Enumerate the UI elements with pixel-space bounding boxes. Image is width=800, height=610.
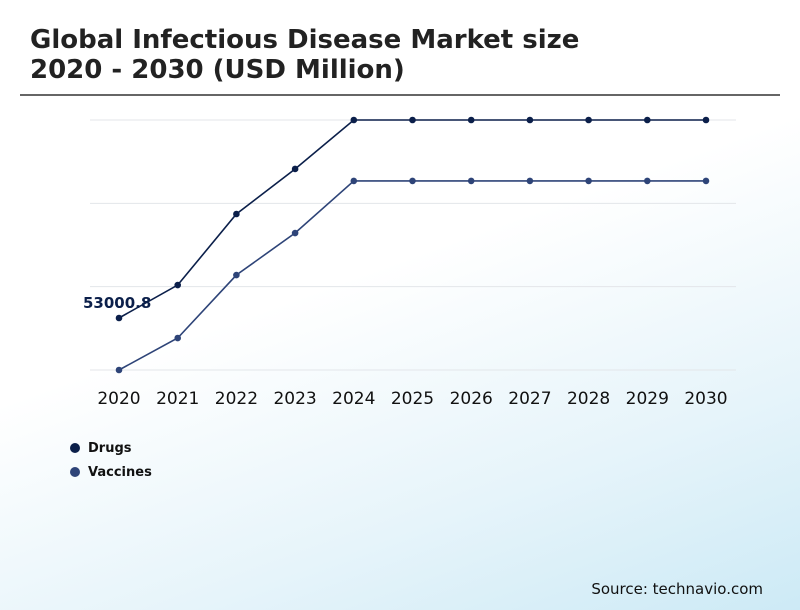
data-point bbox=[115, 366, 123, 374]
data-point bbox=[702, 116, 710, 124]
data-point bbox=[291, 229, 299, 237]
x-tick-label: 2021 bbox=[156, 389, 199, 409]
data-point bbox=[644, 116, 651, 124]
data-point bbox=[174, 334, 181, 342]
chart-title: Global Infectious Disease Market size 20… bbox=[30, 25, 579, 85]
x-tick-label: 2028 bbox=[567, 389, 610, 409]
data-point bbox=[702, 177, 710, 185]
data-point bbox=[409, 177, 416, 185]
legend-marker bbox=[70, 443, 80, 453]
x-tick-label: 2026 bbox=[450, 389, 493, 409]
title-divider bbox=[20, 94, 780, 96]
x-tick-label: 2023 bbox=[273, 389, 316, 409]
series-line-vaccines bbox=[118, 180, 706, 371]
data-point bbox=[585, 116, 592, 124]
data-point bbox=[233, 210, 240, 218]
legend-marker bbox=[70, 467, 80, 477]
legend-label: Drugs bbox=[88, 440, 132, 456]
data-point bbox=[644, 177, 651, 185]
data-point bbox=[526, 177, 534, 185]
x-tick-label: 2020 bbox=[97, 389, 140, 409]
data-point bbox=[115, 314, 123, 322]
x-tick-label: 2029 bbox=[626, 389, 669, 409]
data-point bbox=[233, 271, 240, 279]
x-tick-label: 2025 bbox=[391, 389, 434, 409]
data-point bbox=[467, 177, 475, 185]
title-line-2: 2020 - 2030 (USD Million) bbox=[30, 55, 405, 85]
series-line-drugs bbox=[118, 119, 706, 319]
legend-item-drugs: Drugs bbox=[70, 436, 152, 460]
data-point bbox=[526, 116, 534, 124]
data-point bbox=[585, 177, 592, 185]
x-tick-label: 2022 bbox=[215, 389, 258, 409]
data-point bbox=[174, 281, 181, 289]
x-tick-label: 2027 bbox=[508, 389, 551, 409]
x-tick-label: 2024 bbox=[332, 389, 375, 409]
x-tick-label: 2030 bbox=[684, 389, 727, 409]
data-point bbox=[467, 116, 475, 124]
data-point bbox=[350, 177, 358, 185]
data-point bbox=[409, 116, 416, 124]
source-note: Source: technavio.com bbox=[591, 580, 763, 598]
data-point bbox=[291, 165, 299, 173]
data-label: 53000.8 bbox=[83, 294, 151, 312]
legend: Drugs Vaccines bbox=[70, 436, 152, 484]
legend-item-vaccines: Vaccines bbox=[70, 460, 152, 484]
title-line-1: Global Infectious Disease Market size bbox=[30, 25, 580, 55]
legend-label: Vaccines bbox=[88, 464, 152, 480]
data-point bbox=[350, 116, 358, 124]
